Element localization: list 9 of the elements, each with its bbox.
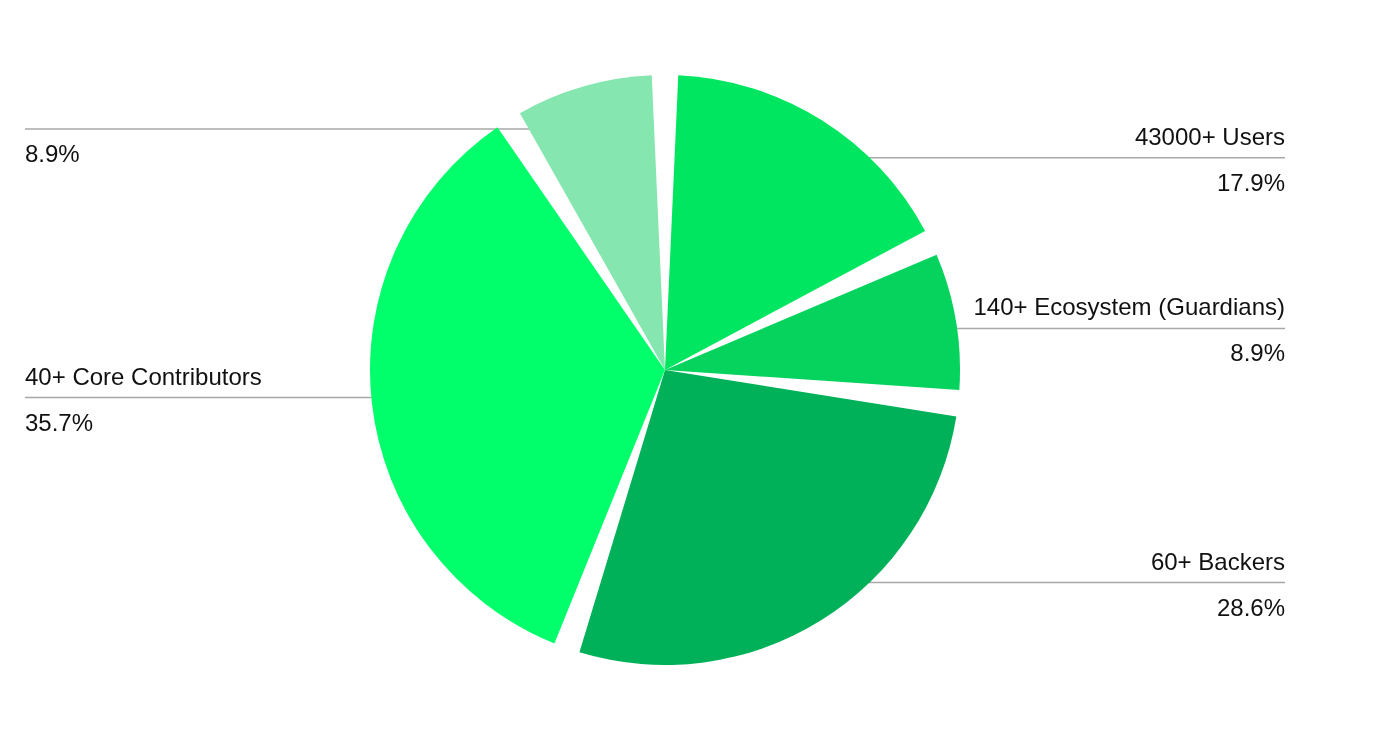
slice-label: 140+ Ecosystem (Guardians) [973,293,1285,321]
slice-label: 40+ Core Contributors [25,362,262,390]
data-label: 8.9% [25,139,80,167]
data-label: 8.9% [1230,339,1285,367]
data-label: 17.9% [1216,168,1285,196]
slice-label: 43000+ Users [1134,122,1285,150]
slice-label: 60+ Backers [1150,547,1285,575]
data-label: 28.6% [1216,593,1285,621]
data-label: 35.7% [25,408,94,436]
